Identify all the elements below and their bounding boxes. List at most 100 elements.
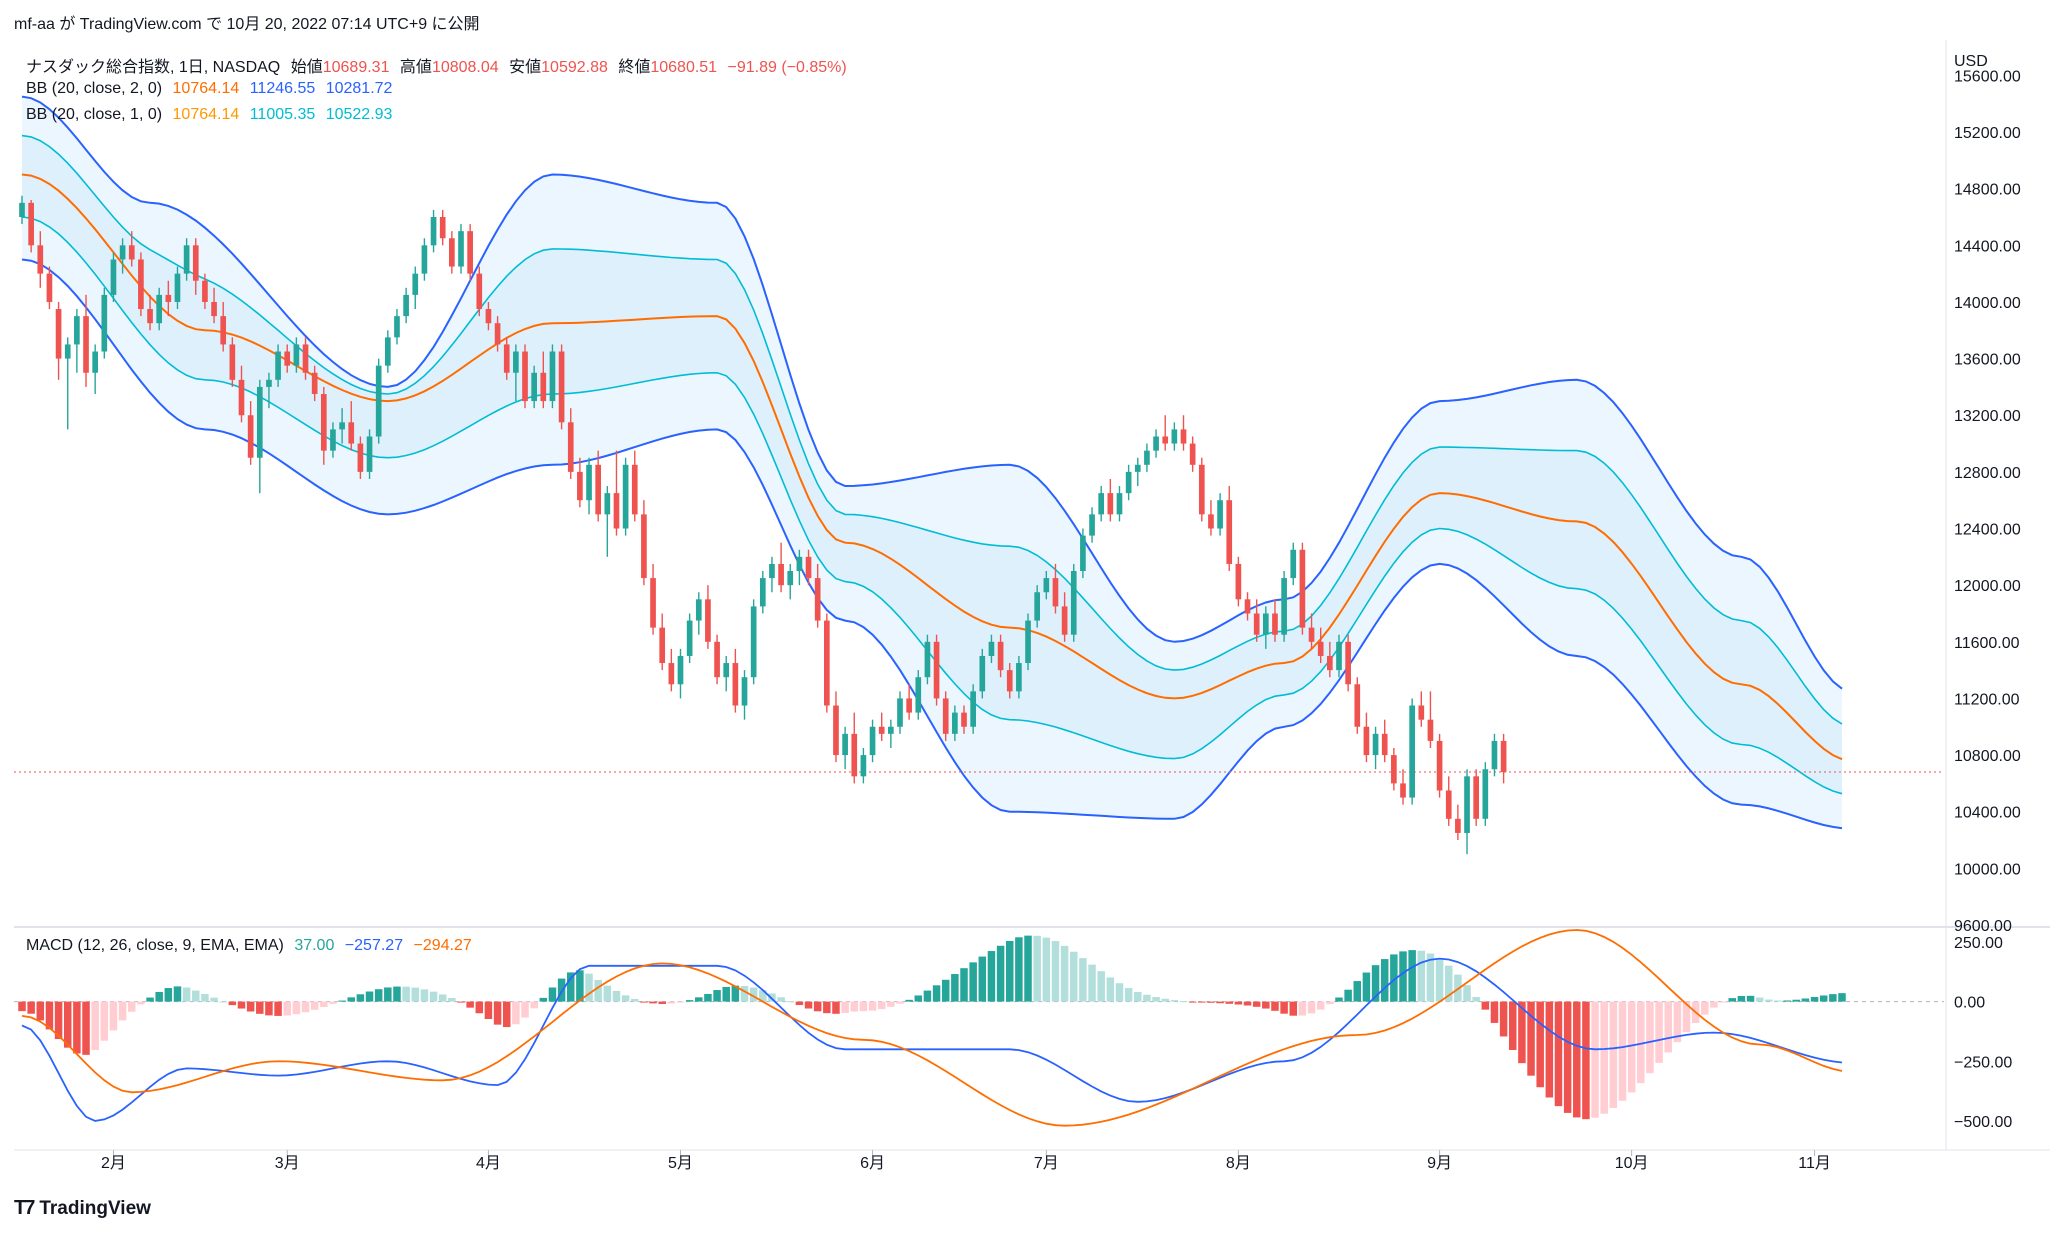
candle[interactable] (778, 542, 784, 593)
candle[interactable] (686, 613, 693, 664)
candle-body[interactable] (750, 606, 757, 678)
candle[interactable] (641, 500, 647, 586)
candle-body[interactable] (348, 422, 355, 444)
candle[interactable] (915, 670, 922, 720)
candle-body[interactable] (888, 726, 894, 734)
candle-body[interactable] (650, 578, 656, 628)
candle[interactable] (1043, 571, 1050, 600)
candle-body[interactable] (494, 323, 501, 345)
candle-body[interactable] (906, 698, 912, 713)
candle-body[interactable] (531, 372, 537, 402)
candle[interactable] (330, 422, 336, 458)
candle[interactable] (1464, 769, 1470, 855)
candle-body[interactable] (1272, 613, 1278, 635)
candle-body[interactable] (659, 627, 666, 664)
candle-body[interactable] (174, 273, 181, 302)
candle[interactable] (924, 634, 931, 685)
candle[interactable] (833, 691, 839, 763)
candle[interactable] (1354, 677, 1361, 734)
candle[interactable] (247, 401, 254, 465)
candle-body[interactable] (1052, 578, 1059, 607)
candle-body[interactable] (339, 422, 345, 430)
candle-body[interactable] (1153, 436, 1159, 451)
candle-body[interactable] (787, 571, 794, 586)
candle-body[interactable] (156, 294, 163, 324)
candle-body[interactable] (1125, 471, 1132, 494)
candle-body[interactable] (1107, 493, 1114, 515)
candle[interactable] (851, 712, 858, 784)
candle-body[interactable] (1061, 606, 1068, 635)
candle[interactable] (970, 684, 976, 734)
candle-body[interactable] (28, 202, 34, 246)
candle[interactable] (1482, 762, 1489, 826)
candle-body[interactable] (421, 245, 428, 274)
candle[interactable] (1162, 415, 1169, 451)
candle[interactable] (1153, 429, 1159, 458)
candle[interactable] (577, 457, 583, 508)
candle-body[interactable] (814, 578, 821, 621)
candle[interactable] (19, 195, 25, 225)
candle[interactable] (467, 224, 473, 281)
candle[interactable] (814, 563, 821, 628)
candle-body[interactable] (513, 351, 519, 373)
candle[interactable] (55, 301, 62, 380)
candle[interactable] (476, 266, 483, 317)
candle[interactable] (92, 344, 99, 394)
candle-body[interactable] (192, 245, 199, 281)
candle-body[interactable] (732, 663, 739, 706)
candle-body[interactable] (952, 712, 958, 734)
candle-body[interactable] (1381, 733, 1388, 756)
candle[interactable] (741, 670, 748, 720)
candle-body[interactable] (1363, 726, 1370, 756)
candle-body[interactable] (302, 344, 309, 373)
candle-body[interactable] (1070, 571, 1077, 635)
candle[interactable] (1391, 748, 1397, 791)
candle-body[interactable] (64, 344, 71, 359)
candle-body[interactable] (1080, 535, 1086, 571)
candle-body[interactable] (1427, 719, 1434, 741)
candle[interactable] (1034, 585, 1041, 628)
candle[interactable] (1372, 726, 1379, 770)
candle-body[interactable] (668, 663, 675, 685)
candle-body[interactable] (46, 273, 53, 302)
candle-body[interactable] (138, 259, 144, 310)
candle[interactable] (485, 301, 492, 331)
candle-body[interactable] (1354, 684, 1361, 727)
candle[interactable] (952, 705, 958, 741)
candle[interactable] (604, 486, 611, 557)
candle[interactable] (1363, 712, 1370, 763)
candle[interactable] (732, 648, 739, 713)
candle-body[interactable] (567, 422, 574, 472)
candle[interactable] (229, 337, 236, 387)
candle[interactable] (449, 231, 455, 274)
candle[interactable] (1299, 542, 1306, 635)
candle-body[interactable] (1491, 740, 1498, 770)
candle-body[interactable] (1418, 705, 1425, 720)
candle-body[interactable] (37, 245, 44, 274)
candle-body[interactable] (83, 316, 89, 373)
candle[interactable] (458, 224, 464, 274)
candle-body[interactable] (1290, 549, 1297, 579)
candle-body[interactable] (833, 705, 839, 756)
candle[interactable] (192, 238, 199, 295)
candle[interactable] (796, 549, 803, 586)
candle-body[interactable] (220, 316, 227, 345)
candle-body[interactable] (1464, 776, 1470, 833)
candle[interactable] (64, 337, 71, 430)
candle[interactable] (1473, 769, 1480, 826)
bb1-legend[interactable]: BB (20, close, 1, 0) 10764.14 11005.35 1… (26, 106, 398, 124)
candle-body[interactable] (1500, 740, 1507, 773)
candle[interactable] (1198, 457, 1205, 522)
candle-body[interactable] (1455, 818, 1461, 833)
candle[interactable] (1189, 436, 1196, 472)
candle[interactable] (1381, 719, 1388, 763)
candle[interactable] (412, 266, 419, 310)
candle[interactable] (586, 457, 592, 515)
candle-body[interactable] (412, 273, 419, 295)
candle[interactable] (805, 549, 812, 586)
candle-body[interactable] (311, 372, 318, 394)
bb2-legend[interactable]: BB (20, close, 2, 0) 10764.14 11246.55 1… (26, 80, 398, 98)
candle[interactable] (275, 344, 281, 387)
candle-body[interactable] (1043, 578, 1050, 593)
